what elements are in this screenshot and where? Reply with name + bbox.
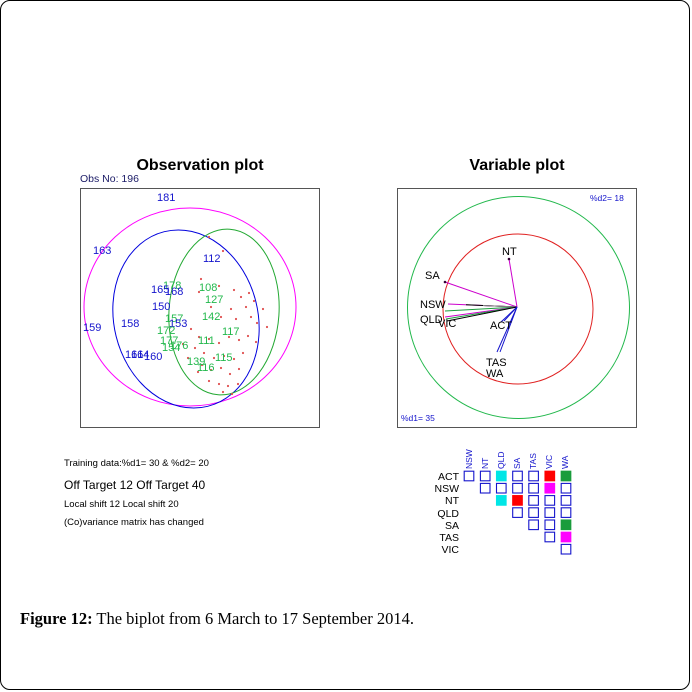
svg-text:QLD: QLD	[496, 452, 506, 469]
svg-text:TAS: TAS	[439, 532, 459, 544]
svg-text:QLD: QLD	[437, 508, 459, 520]
svg-text:WA: WA	[560, 455, 570, 469]
svg-text:SA: SA	[445, 520, 459, 532]
svg-text:VIC: VIC	[441, 544, 459, 556]
svg-text:ACT: ACT	[438, 471, 460, 483]
svg-text:NSW: NSW	[435, 483, 460, 495]
svg-text:NT: NT	[480, 458, 490, 469]
svg-text:NT: NT	[445, 495, 460, 507]
svg-text:VIC: VIC	[544, 455, 554, 469]
svg-text:TAS: TAS	[528, 453, 538, 469]
svg-text:NSW: NSW	[464, 449, 474, 469]
svg-text:SA: SA	[512, 457, 522, 469]
